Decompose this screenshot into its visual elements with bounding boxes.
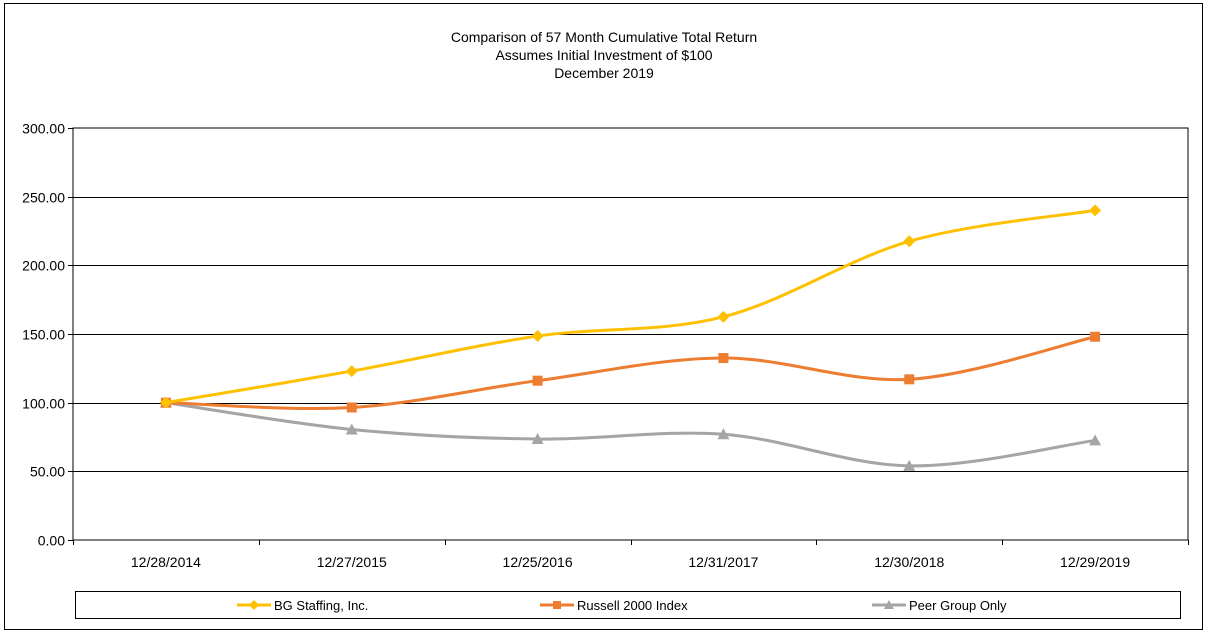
data-point-bg-staffing-inc (1089, 204, 1102, 217)
chart-subtitle-date: December 2019 (554, 65, 654, 81)
legend-item-bg-staffing-inc: BG Staffing, Inc. (236, 592, 368, 618)
legend-symbol-bg-staffing-inc (237, 600, 271, 610)
data-point-bg-staffing-inc (903, 235, 916, 248)
y-tick-label: 250.00 (22, 190, 65, 206)
x-tick-label: 12/28/2014 (131, 554, 201, 570)
legend-label: Russell 2000 Index (577, 597, 688, 613)
data-point-peer-group-only (531, 433, 544, 445)
data-point-russell-2000-index (718, 353, 729, 364)
legend-marker (553, 601, 561, 609)
data-point-russell-2000-index (532, 375, 543, 386)
x-tick-label: 12/27/2015 (317, 554, 387, 570)
legend-symbol-peer-group-only (872, 600, 906, 609)
x-tick-label: 12/29/2019 (1060, 554, 1130, 570)
y-tick-label: 150.00 (22, 327, 65, 343)
chart-subtitle: Assumes Initial Investment of $100 (495, 47, 713, 63)
data-point-bg-staffing-inc (159, 396, 172, 409)
legend-item-peer-group-only: Peer Group Only (871, 592, 1007, 618)
y-tick-label: 0.00 (38, 533, 65, 549)
line-chart: 0.00 50.00 100.00 150.00 200.00 250.00 300.00 1… (22, 121, 1189, 570)
legend-item-russell-2000-index: Russell 2000 Index (539, 592, 688, 618)
data-point-peer-group-only (717, 428, 730, 440)
x-tick-label: 12/30/2018 (874, 554, 944, 570)
y-tick-label: 300.00 (22, 121, 65, 137)
data-point-peer-group-only (903, 459, 916, 471)
x-tick-label: 12/31/2017 (688, 554, 758, 570)
data-point-bg-staffing-inc (531, 330, 544, 343)
series-line-bg-staffing-inc (165, 208, 1096, 405)
data-point-russell-2000-index (1090, 331, 1101, 342)
chart-title: Comparison of 57 Month Cumulative Total … (450, 29, 758, 45)
y-tick-label: 50.00 (30, 464, 65, 480)
legend-label: BG Staffing, Inc. (274, 597, 369, 613)
chart-titles: Comparison of 57 Month Cumulative Total … (0, 28, 1208, 82)
data-point-peer-group-only (1089, 434, 1102, 446)
data-point-russell-2000-index (904, 374, 915, 385)
chart-legend: BG Staffing, Inc. Russell 2000 Index Peer … (75, 591, 1181, 619)
legend-marker (249, 600, 259, 610)
series-line-peer-group-only (165, 401, 1096, 468)
data-point-bg-staffing-inc (345, 365, 358, 378)
legend-symbol-russell-2000-index (540, 601, 574, 609)
legend-label: Peer Group Only (909, 597, 1007, 613)
data-point-russell-2000-index (346, 402, 357, 413)
y-tick-label: 200.00 (22, 258, 65, 274)
data-point-bg-staffing-inc (717, 310, 730, 323)
x-tick-label: 12/25/2016 (503, 554, 573, 570)
y-tick-label: 100.00 (22, 396, 65, 412)
legend-marker (884, 600, 894, 609)
series-line-russell-2000-index (165, 335, 1096, 410)
data-point-peer-group-only (345, 423, 358, 435)
